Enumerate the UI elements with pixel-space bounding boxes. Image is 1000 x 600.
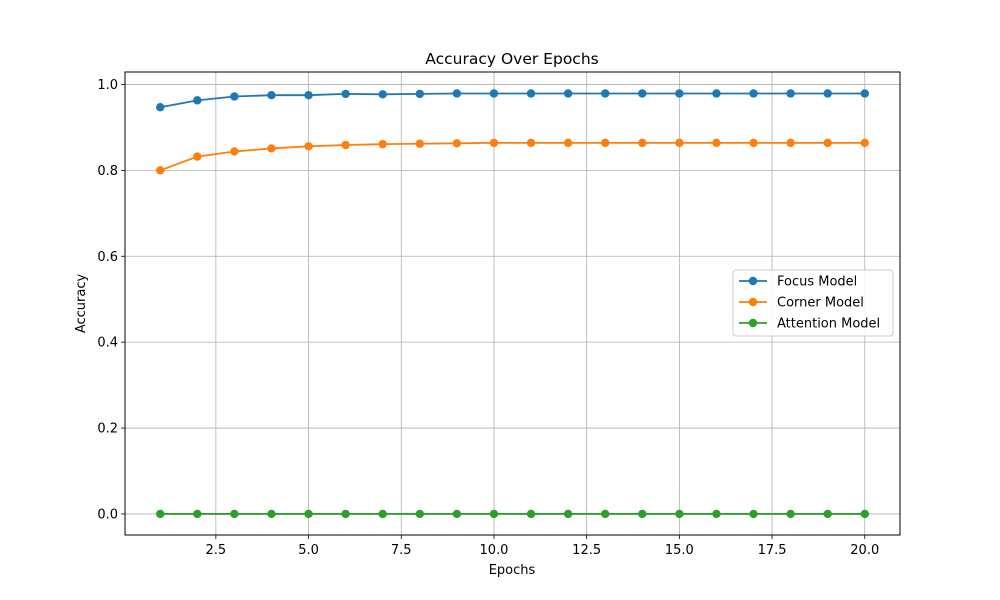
focus-model-point <box>193 96 202 105</box>
corner-model-point <box>156 166 165 175</box>
corner-model-point <box>786 138 795 148</box>
legend-frame <box>732 269 894 337</box>
corner-model-point <box>860 138 869 148</box>
x-tick-label: 17.5 <box>758 543 787 558</box>
corner-model-line <box>159 141 865 172</box>
attention-model-series <box>156 509 869 519</box>
corner-model-point <box>415 139 424 148</box>
focus-model-point <box>749 89 758 98</box>
attention-model-point <box>267 509 276 519</box>
x-tick-label: 20.0 <box>850 543 879 558</box>
legend-label: Attention Model <box>777 317 880 332</box>
focus-model-point <box>452 89 462 98</box>
attention-model-point <box>823 509 832 519</box>
corner-model-point <box>341 140 350 150</box>
x-tick-label: 15.0 <box>665 543 694 558</box>
attention-model-point <box>230 509 239 519</box>
legend-item-corner-model: Corner Model <box>739 296 864 311</box>
focus-model-point <box>267 90 276 100</box>
corner-model-point <box>267 144 276 153</box>
focus-model-point <box>489 89 499 98</box>
corner-model-series <box>156 138 869 175</box>
corner-model-point <box>230 147 239 156</box>
focus-model-point <box>712 89 721 98</box>
x-tick-label: 7.5 <box>391 543 412 558</box>
attention-model-point <box>156 509 165 519</box>
y-tick-label: 0.2 <box>97 422 118 437</box>
legend-swatch-marker <box>748 318 758 328</box>
corner-model-point <box>601 138 610 148</box>
attention-model-point <box>749 509 758 519</box>
attention-model-point <box>712 509 721 519</box>
x-tick-label: 5.0 <box>298 543 319 558</box>
focus-model-point <box>675 89 684 98</box>
attention-model-point <box>860 509 869 519</box>
x-tick-label: 10.0 <box>479 543 508 558</box>
attention-model-point <box>378 509 387 519</box>
attention-model-point <box>193 509 202 519</box>
attention-model-point <box>341 509 350 519</box>
attention-model-point <box>638 509 647 519</box>
plot-frame <box>124 71 901 536</box>
corner-model-point <box>193 152 202 161</box>
attention-model-point <box>675 509 684 519</box>
y-tick-label: 1.0 <box>97 78 118 93</box>
legend-swatch-marker <box>748 276 758 286</box>
corner-model-point <box>489 138 499 148</box>
focus-model-series <box>156 89 869 112</box>
axis-ticks: 2.5 5.0 7.5 10.0 12.5 15.0 17.5 20.0 0.0 0.2 0.4 0.… <box>97 78 879 558</box>
attention-model-point <box>601 509 610 519</box>
focus-model-point <box>526 89 536 98</box>
corner-model-point <box>563 138 573 148</box>
focus-model-point <box>563 89 573 98</box>
attention-model-point <box>563 509 573 519</box>
chart-title: Accuracy Over Epochs <box>425 50 598 68</box>
x-tick-label: 12.5 <box>572 543 601 558</box>
focus-model-line <box>160 92 865 109</box>
corner-model-point <box>378 139 387 149</box>
legend-label: Corner Model <box>777 296 864 311</box>
focus-model-point <box>341 89 350 99</box>
y-tick-label: 0.8 <box>97 164 118 179</box>
focus-model-point <box>415 89 424 99</box>
corner-model-point <box>526 138 536 148</box>
corner-model-point <box>823 138 832 148</box>
focus-model-point <box>230 92 239 101</box>
attention-model-point <box>452 509 462 519</box>
y-axis-label: Accuracy <box>74 274 89 334</box>
corner-model-point <box>304 142 313 151</box>
focus-model-point <box>823 89 832 98</box>
focus-model-point <box>860 89 869 98</box>
attention-model-point <box>526 509 536 519</box>
y-tick-label: 0.0 <box>97 507 118 522</box>
grid-lines <box>125 72 900 535</box>
series-lines <box>156 89 869 519</box>
focus-model-point <box>601 89 610 98</box>
attention-model-point <box>304 509 313 519</box>
focus-model-point <box>378 90 387 99</box>
focus-model-point <box>638 89 647 98</box>
attention-model-point <box>489 509 499 519</box>
y-tick-label: 0.6 <box>97 250 118 265</box>
focus-model-point <box>786 89 795 98</box>
corner-model-point <box>749 138 758 148</box>
legend: Focus Model Corner Model Attention Model <box>732 269 894 337</box>
x-axis-label: Epochs <box>489 563 536 578</box>
y-tick-label: 0.4 <box>97 336 118 351</box>
legend-item-attention-model: Attention Model <box>739 317 880 332</box>
attention-model-point <box>786 509 795 519</box>
legend-item-focus-model: Focus Model <box>739 275 857 290</box>
focus-model-point <box>304 90 313 100</box>
corner-model-point <box>638 138 647 148</box>
x-tick-label: 2.5 <box>206 543 227 558</box>
legend-label: Focus Model <box>777 275 857 290</box>
corner-model-point <box>712 138 721 148</box>
attention-model-point <box>415 509 424 519</box>
corner-model-point <box>675 138 684 148</box>
corner-model-point <box>452 139 462 148</box>
focus-model-point <box>156 103 165 112</box>
legend-swatch-marker <box>748 297 758 307</box>
